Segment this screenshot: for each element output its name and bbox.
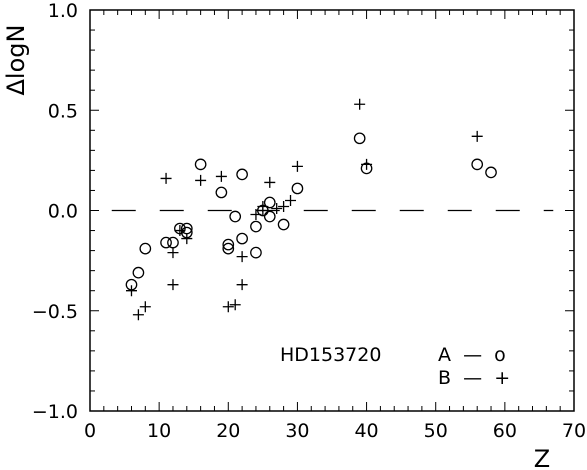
series-b-point: [132, 309, 144, 321]
series-a-point: [485, 166, 497, 179]
series-a-point: [263, 210, 276, 223]
series-a-point: [132, 266, 145, 279]
legend-entry-a: A — o: [438, 344, 506, 366]
series-a-point: [222, 242, 235, 255]
x-tick-label: 0: [84, 420, 96, 442]
series-b-point: [271, 202, 283, 214]
series-a-point: [236, 168, 248, 181]
series-a-point: [277, 218, 290, 231]
series-b-point: [264, 176, 276, 188]
x-tick-label: 30: [285, 420, 309, 442]
series-b-point: [257, 205, 269, 216]
series-a-point: [194, 158, 207, 171]
y-tick-label: 0.0: [48, 201, 78, 223]
series-b-point: [195, 174, 207, 186]
series-a-point: [236, 232, 248, 245]
series-a-point: [160, 236, 172, 249]
series-a-point: [167, 236, 179, 249]
series-a-point: [139, 242, 152, 255]
series-b-point: [278, 200, 290, 212]
x-tick-label: 60: [493, 420, 517, 442]
y-tick-label: 0.5: [48, 100, 78, 122]
x-tick-label: 50: [424, 420, 448, 442]
x-tick-label: 40: [354, 420, 378, 442]
series-b-point: [471, 130, 483, 142]
series-b-point: [285, 194, 297, 206]
series-b-point: [250, 209, 262, 221]
series-b-point: [174, 225, 186, 237]
series-b-point: [125, 285, 137, 297]
series-b-point: [222, 301, 234, 313]
series-b-point: [236, 279, 248, 291]
series-a-point: [229, 210, 242, 223]
series-b-point: [361, 158, 373, 170]
y-tick-label: −0.5: [32, 301, 78, 323]
series-a-point: [471, 158, 484, 171]
x-axis-label: Z: [534, 445, 550, 470]
data-points: [125, 98, 497, 321]
series-a-point: [222, 238, 235, 251]
x-tick-label: 20: [216, 420, 240, 442]
series-a-point: [353, 132, 366, 145]
x-tick-label: 10: [147, 420, 171, 442]
series-b-point: [167, 279, 179, 291]
series-b-point: [160, 172, 172, 184]
legend-entry-b: B — +: [438, 367, 510, 389]
y-tick-label: −1.0: [32, 401, 78, 423]
series-b-point: [291, 160, 303, 172]
series-b-point: [236, 251, 248, 263]
series-a-point: [215, 186, 228, 199]
y-axis-label: ΔlogN: [2, 25, 30, 96]
series-b-point: [215, 170, 227, 182]
series-b-point: [229, 299, 241, 311]
y-tick-label: 1.0: [48, 0, 78, 22]
series-b-point: [181, 233, 193, 245]
series-a-point: [263, 196, 276, 209]
axes: 0 10 20 30 40 50 60 70 −1.0 −0.5 0.0 0.5 1.0: [32, 0, 586, 442]
series-b-point: [167, 247, 179, 259]
series-b-point: [139, 301, 151, 313]
series-b-point: [354, 98, 366, 110]
series-a-point: [250, 246, 262, 259]
series-a-point: [250, 220, 262, 233]
series-a-point: [291, 182, 304, 195]
annotation-label: HD153720: [280, 344, 381, 366]
x-tick-label: 70: [562, 420, 586, 442]
